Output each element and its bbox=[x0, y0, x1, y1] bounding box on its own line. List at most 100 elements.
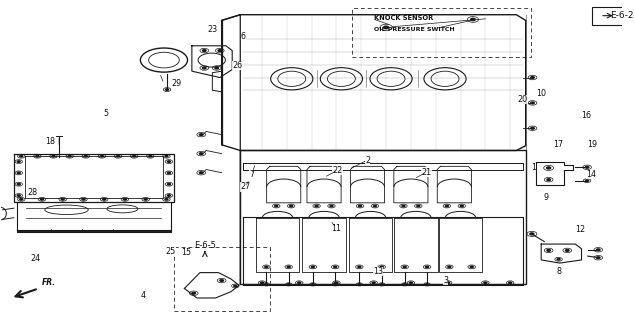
Circle shape bbox=[417, 205, 420, 207]
Circle shape bbox=[168, 161, 170, 162]
Circle shape bbox=[530, 233, 534, 235]
Circle shape bbox=[168, 172, 170, 174]
Circle shape bbox=[445, 205, 448, 207]
Text: 17: 17 bbox=[554, 140, 564, 149]
Text: 8: 8 bbox=[556, 267, 561, 276]
Circle shape bbox=[425, 266, 429, 268]
Text: 26: 26 bbox=[232, 61, 242, 70]
Text: 21: 21 bbox=[422, 168, 431, 177]
Circle shape bbox=[203, 67, 206, 69]
Circle shape bbox=[410, 282, 412, 284]
Circle shape bbox=[149, 156, 152, 157]
Circle shape bbox=[144, 199, 147, 200]
Text: 29: 29 bbox=[171, 79, 182, 88]
Text: E-6-5: E-6-5 bbox=[194, 241, 216, 250]
Text: 15: 15 bbox=[181, 248, 191, 257]
Circle shape bbox=[596, 249, 600, 251]
Circle shape bbox=[17, 195, 20, 196]
Text: 14: 14 bbox=[586, 170, 596, 179]
Circle shape bbox=[402, 205, 405, 207]
Text: 1: 1 bbox=[531, 164, 536, 172]
Circle shape bbox=[531, 76, 534, 78]
Circle shape bbox=[531, 102, 534, 104]
Text: 7: 7 bbox=[249, 170, 254, 179]
Circle shape bbox=[20, 156, 23, 157]
Circle shape bbox=[84, 156, 87, 157]
Circle shape bbox=[265, 284, 267, 285]
Text: 23: 23 bbox=[207, 25, 217, 34]
Circle shape bbox=[547, 167, 551, 169]
Circle shape bbox=[165, 156, 168, 157]
Circle shape bbox=[426, 284, 428, 285]
Text: 9: 9 bbox=[544, 193, 549, 202]
Circle shape bbox=[199, 153, 203, 155]
Circle shape bbox=[260, 282, 264, 284]
Circle shape bbox=[20, 199, 23, 200]
Circle shape bbox=[275, 205, 277, 207]
Circle shape bbox=[168, 183, 170, 185]
Text: 12: 12 bbox=[575, 225, 585, 234]
Circle shape bbox=[372, 282, 375, 284]
Circle shape bbox=[117, 156, 119, 157]
Circle shape bbox=[358, 284, 361, 285]
Text: 27: 27 bbox=[240, 182, 250, 191]
Circle shape bbox=[123, 199, 126, 200]
Bar bbox=[174, 247, 270, 311]
Circle shape bbox=[566, 250, 569, 251]
Text: 24: 24 bbox=[30, 254, 41, 263]
Circle shape bbox=[403, 284, 406, 285]
Text: 19: 19 bbox=[587, 140, 597, 149]
Circle shape bbox=[17, 172, 20, 174]
Circle shape bbox=[311, 266, 314, 268]
Text: 4: 4 bbox=[140, 291, 145, 300]
Circle shape bbox=[203, 50, 206, 52]
Circle shape bbox=[547, 250, 551, 251]
Circle shape bbox=[68, 156, 71, 157]
Text: 10: 10 bbox=[536, 89, 546, 98]
Text: KNOCK SENSOR: KNOCK SENSOR bbox=[373, 15, 433, 21]
Circle shape bbox=[61, 199, 64, 200]
Text: 22: 22 bbox=[333, 166, 343, 175]
Circle shape bbox=[234, 285, 237, 287]
Circle shape bbox=[265, 266, 268, 268]
Text: 11: 11 bbox=[331, 224, 342, 233]
Circle shape bbox=[448, 266, 451, 268]
Circle shape bbox=[335, 282, 338, 284]
Text: 3: 3 bbox=[443, 276, 448, 285]
Text: 5: 5 bbox=[103, 108, 108, 117]
Circle shape bbox=[165, 199, 168, 200]
Text: 2: 2 bbox=[365, 156, 370, 164]
Circle shape bbox=[41, 199, 43, 200]
Circle shape bbox=[215, 67, 218, 69]
Text: FR.: FR. bbox=[42, 278, 56, 287]
Circle shape bbox=[312, 284, 314, 285]
Circle shape bbox=[596, 257, 600, 259]
Circle shape bbox=[199, 172, 203, 173]
Circle shape bbox=[192, 292, 196, 294]
Circle shape bbox=[547, 179, 551, 180]
Text: 25: 25 bbox=[166, 247, 176, 257]
Circle shape bbox=[17, 183, 20, 185]
Circle shape bbox=[290, 205, 293, 207]
Circle shape bbox=[298, 282, 301, 284]
Circle shape bbox=[166, 89, 168, 90]
Circle shape bbox=[373, 205, 377, 207]
Circle shape bbox=[103, 199, 105, 200]
Circle shape bbox=[557, 259, 560, 260]
Circle shape bbox=[36, 156, 39, 157]
Circle shape bbox=[358, 266, 361, 268]
Circle shape bbox=[471, 266, 473, 268]
Circle shape bbox=[380, 266, 384, 268]
Circle shape bbox=[384, 26, 389, 29]
Circle shape bbox=[315, 205, 318, 207]
Circle shape bbox=[199, 134, 203, 135]
Text: 13: 13 bbox=[373, 267, 383, 276]
Circle shape bbox=[531, 127, 534, 129]
Circle shape bbox=[359, 205, 361, 207]
Circle shape bbox=[287, 266, 290, 268]
Circle shape bbox=[220, 280, 224, 281]
Circle shape bbox=[585, 166, 589, 168]
Circle shape bbox=[509, 282, 512, 284]
Circle shape bbox=[471, 18, 475, 20]
Circle shape bbox=[133, 156, 136, 157]
